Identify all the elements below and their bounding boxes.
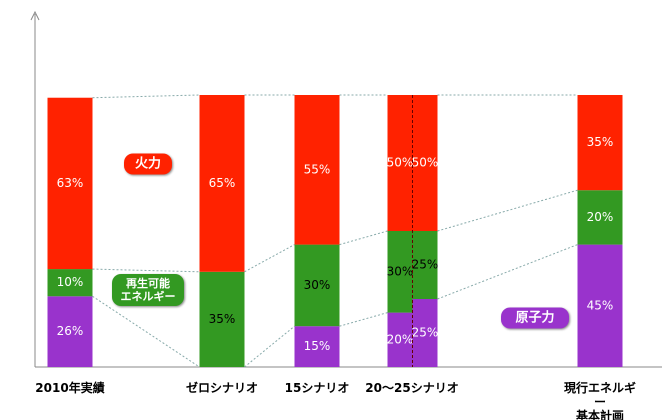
bar-segment (387, 312, 413, 367)
value-label: 30% (387, 264, 414, 278)
value-label: 25% (412, 258, 439, 272)
value-label: 30% (304, 278, 331, 292)
connector (339, 230, 388, 246)
legend-entry: 原子力 (501, 307, 569, 329)
bar-segment (577, 190, 623, 245)
x-tick-label: 現行エネルギー 基本計画 (564, 381, 637, 420)
bar-segment (47, 97, 93, 270)
value-label: 50% (412, 156, 439, 170)
bar-segment (577, 244, 623, 367)
bar-segment (47, 296, 93, 367)
x-tick-label: 20～25シナリオ (365, 381, 459, 395)
axis-arrow (30, 10, 40, 21)
connector (244, 244, 295, 273)
bar-segment (199, 95, 245, 272)
bar-segment (412, 231, 438, 299)
x-tick-label: 2010年実績 (35, 381, 105, 395)
value-label: 45% (587, 298, 614, 312)
value-label: 25% (412, 326, 439, 340)
value-label: 35% (209, 312, 236, 326)
bar-segment (387, 231, 413, 313)
connector (339, 312, 388, 327)
value-label: 20% (587, 210, 614, 224)
x-tick-label: ゼロシナリオ (185, 381, 259, 395)
bar-segment (412, 95, 438, 231)
bar-segment (199, 271, 245, 367)
value-label: 20% (387, 332, 414, 346)
value-label: 26% (57, 324, 84, 338)
value-label: 63% (57, 176, 84, 190)
value-label: 55% (304, 162, 331, 176)
x-tick-label: 15シナリオ (284, 381, 350, 395)
connector (244, 325, 295, 368)
connector (92, 94, 200, 99)
bar-segment (294, 95, 340, 245)
bar-segment (412, 299, 438, 367)
value-label: 10% (57, 275, 84, 289)
value-label: 65% (209, 176, 236, 190)
legend-entry: 火力 (124, 153, 172, 175)
bar-segment (387, 95, 413, 231)
value-label: 50% (387, 156, 414, 170)
value-label: 15% (304, 339, 331, 353)
connector (92, 268, 200, 273)
bar-segment (47, 269, 93, 297)
legend-entry: 再生可能 エネルギー (112, 274, 184, 306)
connector (92, 295, 200, 368)
connector (437, 244, 578, 300)
bar-segment (294, 244, 340, 327)
value-label: 35% (587, 135, 614, 149)
bar-segment (294, 326, 340, 367)
connector (437, 189, 578, 232)
bar-segment (577, 95, 623, 191)
